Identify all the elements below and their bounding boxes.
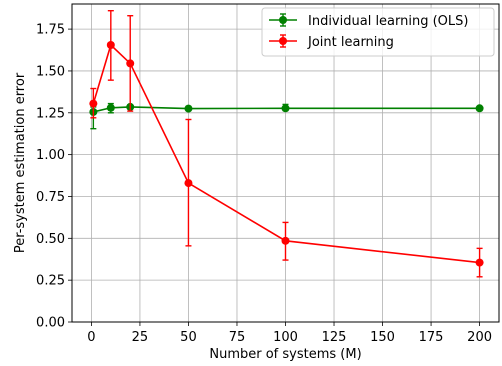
x-axis-label: Number of systems (M)	[209, 347, 361, 362]
x-tick-label: 50	[180, 330, 197, 345]
data-point	[126, 59, 135, 68]
data-point	[106, 103, 115, 112]
x-tick-label: 75	[229, 330, 246, 345]
data-point	[281, 104, 290, 113]
legend-entry-0: Individual learning (OLS)	[269, 13, 468, 29]
data-point	[475, 258, 484, 267]
x-tick-label: 175	[419, 330, 444, 345]
series-layer	[89, 9, 484, 278]
legend-entry-1: Joint learning	[269, 34, 394, 50]
y-tick-label: 0.75	[36, 190, 65, 205]
series-1	[89, 9, 484, 278]
data-point	[89, 99, 98, 108]
legend-marker	[279, 37, 287, 45]
y-tick-label: 0.50	[36, 232, 65, 247]
legend-box	[261, 7, 495, 57]
y-tick-label: 0.00	[36, 316, 65, 331]
legend: Individual learning (OLS) Joint learning	[261, 7, 495, 57]
x-tick-label: 150	[370, 330, 395, 345]
y-tick-label: 0.25	[36, 274, 65, 289]
y-tick-label: 1.50	[36, 64, 65, 79]
legend-marker	[279, 16, 287, 24]
legend-label: Joint learning	[307, 35, 394, 50]
ticks: 0 25 50 75 100 125 150 175 200 0.00 0.25 0.50 0.75 1.…	[36, 23, 492, 345]
data-point	[475, 104, 484, 113]
y-tick-label: 1.75	[36, 23, 65, 38]
x-tick-label: 100	[273, 330, 298, 345]
x-tick-label: 200	[467, 330, 492, 345]
x-tick-label: 0	[87, 330, 95, 345]
data-point	[106, 41, 115, 50]
data-point	[281, 236, 290, 245]
legend-label: Individual learning (OLS)	[308, 14, 468, 29]
x-tick-label: 25	[132, 330, 149, 345]
series-line	[92, 43, 480, 264]
data-point	[184, 104, 193, 113]
data-point	[184, 179, 193, 188]
x-tick-label: 125	[322, 330, 347, 345]
y-tick-label: 1.25	[36, 106, 65, 121]
y-axis-label: Per-system estimation error	[13, 72, 28, 253]
y-tick-label: 1.00	[36, 148, 65, 163]
